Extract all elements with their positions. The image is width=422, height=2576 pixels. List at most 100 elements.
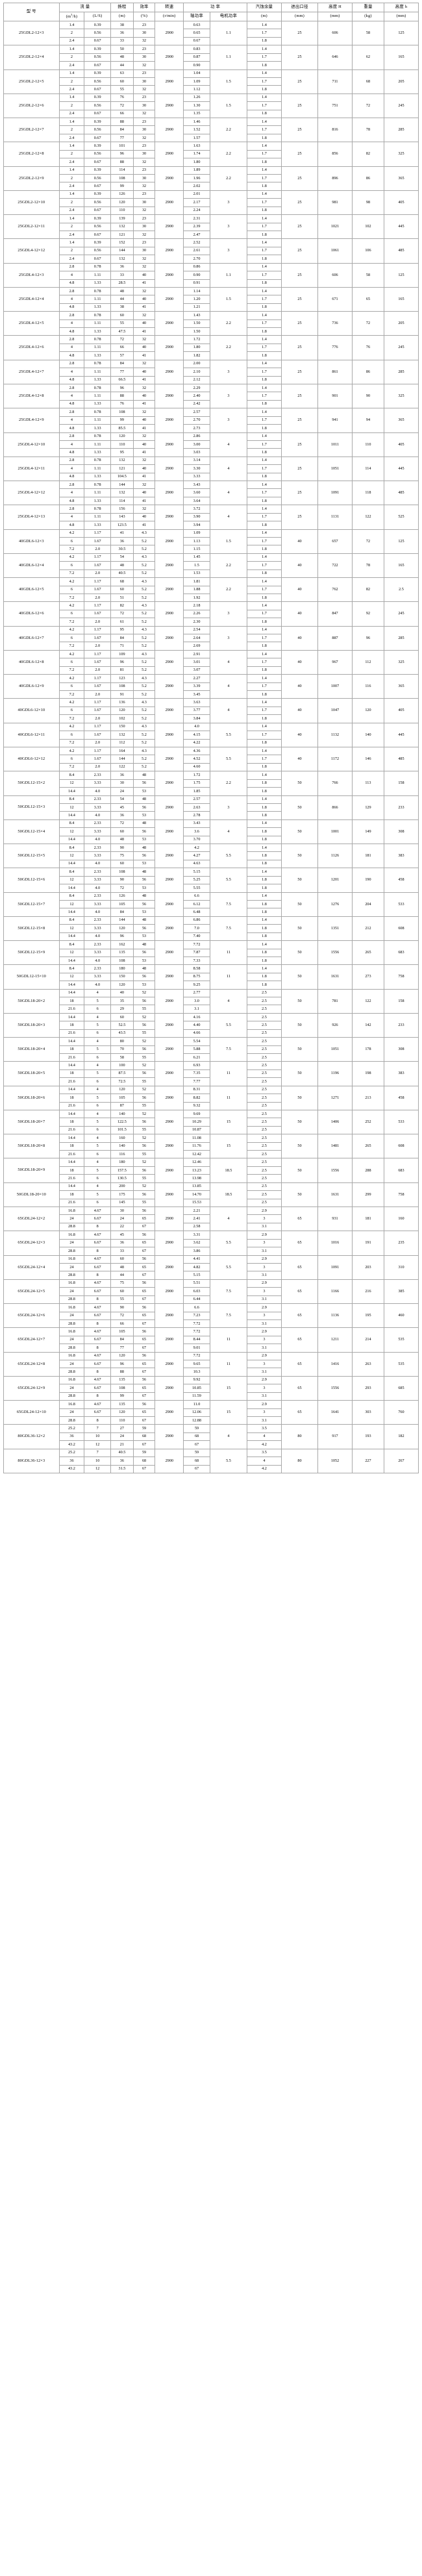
efficiency-value: 5.2 <box>132 706 156 716</box>
motor-power-value: 15 <box>209 1134 247 1159</box>
head-value: 150 <box>110 972 134 982</box>
npsh-value: 1.8 <box>246 908 282 917</box>
height-h-value: 683 <box>383 940 419 966</box>
shaft-power-value: 9.92 <box>183 1375 210 1385</box>
table-row: 50GDL12-15×4 8.4 2.33 72 48 2900 3.43 4 1.4 50 100… <box>3 819 419 845</box>
table-row: 25GDL2-12×6 1.4 0.39 76 23 2900 1.26 1.5 1.4 25 75… <box>3 93 419 119</box>
weight-value: 204 <box>352 892 384 917</box>
model-name: 25GDL2-12×4 <box>3 45 60 70</box>
shaft-power-value: 3.43 <box>183 481 210 490</box>
speed-value: 2900 <box>155 93 184 119</box>
table-row: 4 1.11 99 40 2.70 1.7 <box>4 416 419 425</box>
flow-m3h: 16.8 <box>58 1400 85 1409</box>
height-H-value: 981 <box>317 190 353 216</box>
shaft-power-value: 1.72 <box>183 771 210 780</box>
weight-value: 92 <box>352 601 384 627</box>
head-value: 77 <box>110 133 134 143</box>
npsh-value: 1.8 <box>246 811 282 820</box>
flow-ls: 2.33 <box>84 819 112 829</box>
height-h-value: 533 <box>383 1109 419 1135</box>
table-row: 7.2 2.0 40.5 5.2 1.53 1.8 <box>4 569 419 579</box>
flow-ls: 0.56 <box>84 29 112 38</box>
header-port-diameter: 进出口径 <box>280 3 319 12</box>
efficiency-value: 55 <box>132 1101 156 1110</box>
npsh-value: 2.9 <box>246 1351 282 1361</box>
head-value: 36 <box>110 1457 134 1466</box>
weight-value: 216 <box>352 1279 384 1305</box>
flow-ls: 12 <box>84 1464 112 1473</box>
motor-power-value: 7.5 <box>209 1279 247 1305</box>
motor-power-value: 7.5 <box>209 916 247 942</box>
head-value: 108 <box>110 408 134 417</box>
shaft-power-value: 8.44 <box>183 1335 210 1345</box>
efficiency-value: 56 <box>132 1190 156 1199</box>
weight-value: 299 <box>352 1182 384 1208</box>
head-value: 77 <box>110 368 134 377</box>
flow-m3h: 21.6 <box>58 1005 85 1014</box>
table-row: 25GDL4-12×9 2.8 0.78 108 32 2900 2.57 3 1.4 25 941… <box>3 408 419 433</box>
efficiency-value: 32 <box>132 230 156 240</box>
flow-m3h: 21.6 <box>58 1101 85 1110</box>
table-row: 28.8 8 110 67 12.88 3.1 <box>4 1416 419 1425</box>
shaft-power-value: 7.72 <box>183 1351 210 1361</box>
flow-m3h: 6 <box>58 634 85 643</box>
shaft-power-value: 2.30 <box>183 618 210 627</box>
flow-m3h: 12 <box>58 803 85 812</box>
height-H-value: 1556 <box>317 1158 353 1183</box>
efficiency-value: 41 <box>132 327 156 336</box>
motor-power-value: 11 <box>209 1085 247 1110</box>
flow-m3h: 24 <box>58 1262 85 1272</box>
speed-value: 2900 <box>155 481 184 506</box>
port-diameter-value: 65 <box>280 1375 319 1401</box>
shaft-power-value: 2.17 <box>183 198 210 207</box>
port-diameter-value: 50 <box>280 1012 319 1038</box>
shaft-power-value: 12.42 <box>183 1150 210 1159</box>
table-row: 65GDL24-12×8 16.8 4.67 120 56 2900 7.72 11 2.9 65… <box>3 1351 419 1377</box>
motor-power-value: 2.2 <box>209 553 247 579</box>
flow-ls: 3.33 <box>84 924 112 933</box>
table-row: 25GDL2-12×10 1.4 0.39 126 23 2900 2.01 3 1.4 25 98… <box>3 190 419 216</box>
shaft-power-value: 5.54 <box>183 1037 210 1046</box>
model-name: 50GDL18-20×6 <box>3 1085 60 1110</box>
npsh-value: 1.8 <box>246 36 282 46</box>
shaft-power-value: 0.90 <box>183 271 210 280</box>
table-row: 14.4 4.0 120 53 9.25 1.8 <box>4 981 419 990</box>
shaft-power-value: 6.6 <box>183 1303 210 1312</box>
height-H-value: 1047 <box>317 698 353 723</box>
shaft-power-value: 3.72 <box>183 505 210 514</box>
head-value: 27 <box>110 1424 134 1433</box>
weight-value: 140 <box>352 722 384 747</box>
shaft-power-value: 3.60 <box>183 488 210 497</box>
flow-m3h: 4 <box>58 488 85 497</box>
table-row: 4 1.11 121 40 3.30 1.7 <box>4 464 419 473</box>
flow-ls: 4.67 <box>84 1375 112 1385</box>
shaft-power-value: 6.6 <box>183 892 210 901</box>
flow-m3h: 7.2 <box>58 593 85 603</box>
model-name: 25GDL4-12×7 <box>3 359 60 384</box>
shaft-power-value: 11.76 <box>183 1142 210 1151</box>
weight-value: 181 <box>352 1207 384 1232</box>
efficiency-value: 32 <box>132 85 156 94</box>
port-diameter-value: 50 <box>280 1109 319 1135</box>
port-diameter-value: 25 <box>280 214 319 240</box>
model-name: 40GDL6-12×12 <box>3 746 60 772</box>
flow-ls: 1.33 <box>84 303 112 312</box>
shaft-power-value: 2.54 <box>183 625 210 635</box>
efficiency-value: 41 <box>132 496 156 506</box>
port-diameter-value: 40 <box>280 577 319 603</box>
model-name: 25GDL2-12×6 <box>3 93 60 119</box>
speed-value: 2900 <box>155 916 184 942</box>
efficiency-value: 52 <box>132 1061 156 1070</box>
shaft-power-value: 2.12 <box>183 375 210 385</box>
flow-ls: 4.0 <box>84 981 112 990</box>
speed-value: 2900 <box>155 1134 184 1159</box>
head-value: 135 <box>110 1375 134 1385</box>
shaft-power-value: 3.94 <box>183 521 210 530</box>
model-name: 65GDL24-12×2 <box>3 1207 60 1232</box>
head-value: 120 <box>110 1085 134 1095</box>
shaft-power-value: 2.91 <box>183 649 210 659</box>
shaft-power-value: 3.33 <box>183 472 210 482</box>
npsh-value: 1.8 <box>246 642 282 651</box>
model-name: 25GDL2-12×7 <box>3 118 60 143</box>
speed-value: 2900 <box>155 359 184 384</box>
